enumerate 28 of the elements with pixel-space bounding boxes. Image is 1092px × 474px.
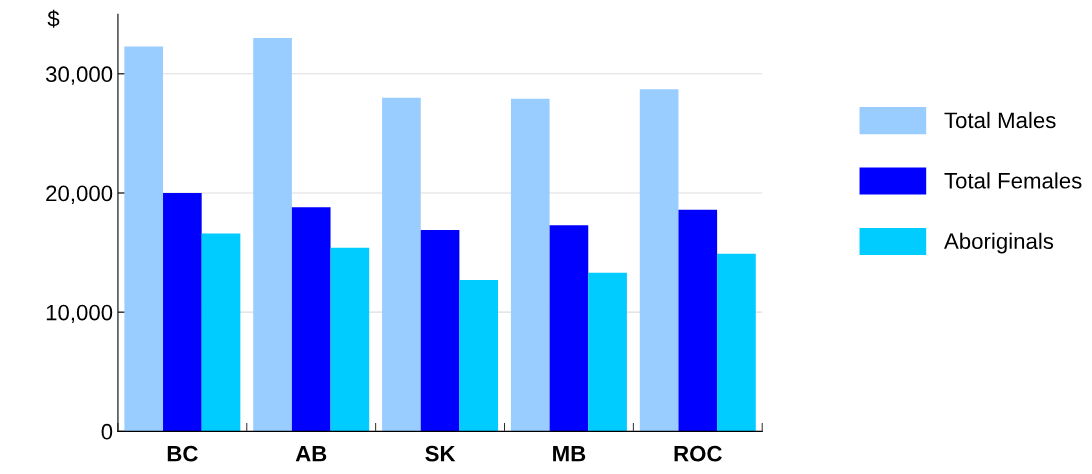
bar — [291, 207, 331, 432]
bar — [459, 279, 499, 432]
legend-label: Aboriginals — [944, 232, 1054, 254]
bar — [588, 272, 627, 432]
bar — [678, 209, 718, 432]
y-axis-title: $ — [47, 9, 60, 28]
x-tick-label: ROC — [674, 445, 722, 462]
y-tick-label: 0 — [101, 423, 113, 440]
bar — [201, 233, 241, 432]
bar — [382, 97, 421, 432]
bar — [420, 229, 460, 432]
bar — [510, 98, 550, 432]
x-tick-label: MB — [553, 446, 586, 462]
bar — [253, 38, 292, 432]
legend-label: Total Males — [944, 111, 1056, 129]
bar — [549, 225, 589, 432]
y-tick-label: 30,000 — [45, 66, 113, 85]
x-tick-label: AB — [295, 446, 327, 462]
y-tick-label: 10,000 — [46, 304, 113, 324]
y-tick-label: 20,000 — [46, 185, 113, 204]
bar — [124, 46, 164, 432]
legend-label: Total Females — [944, 172, 1082, 189]
x-tick-label: BC — [167, 445, 198, 462]
bar — [163, 192, 202, 432]
bar — [639, 89, 679, 432]
x-tick-label: SK — [425, 445, 456, 462]
bar — [330, 247, 370, 432]
bar — [717, 253, 756, 432]
